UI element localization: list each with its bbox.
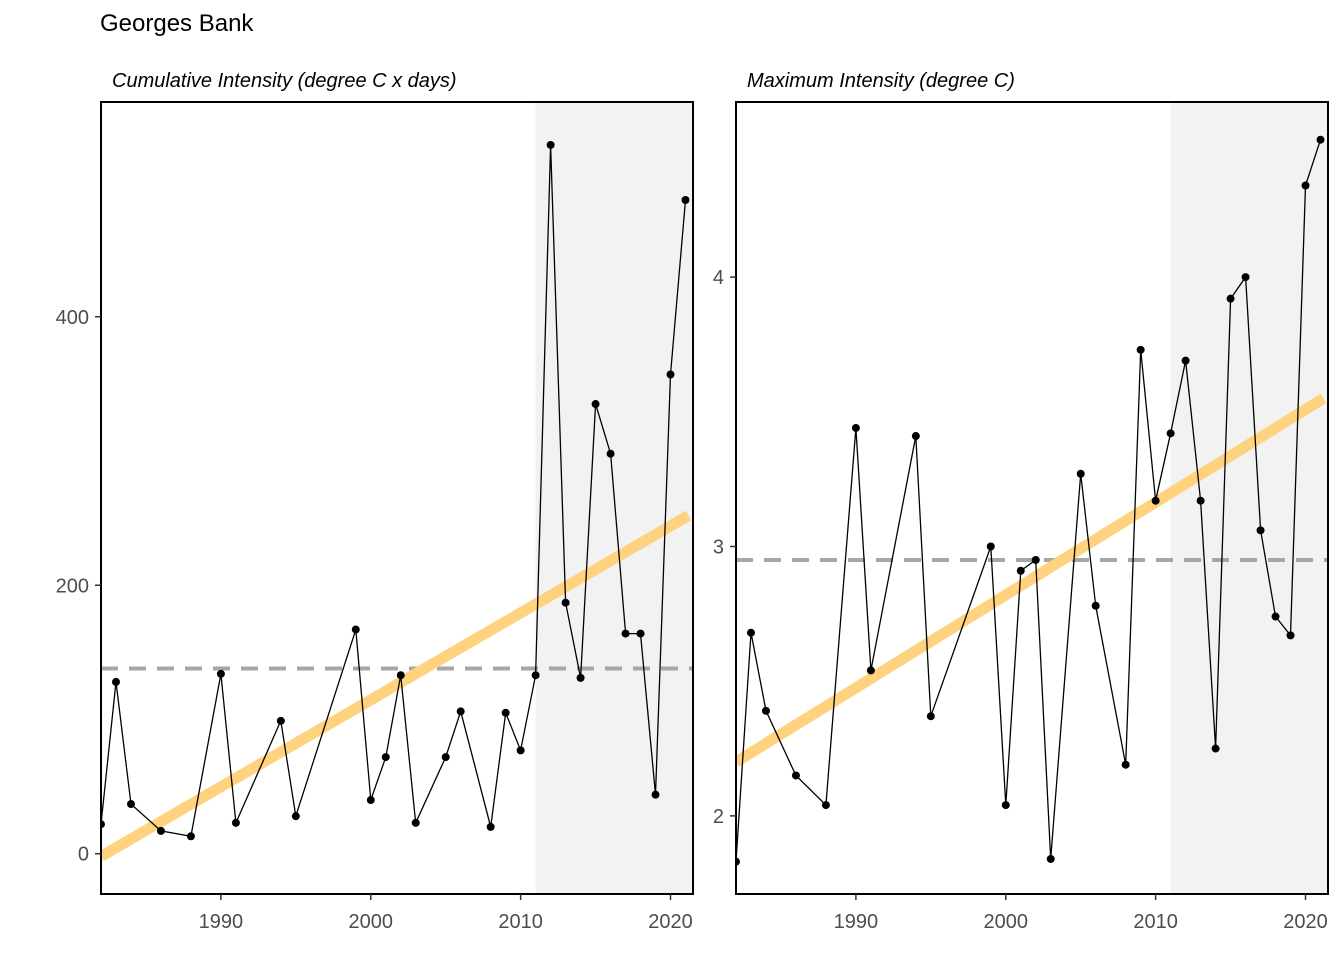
data-point — [1001, 801, 1010, 810]
data-point — [1166, 429, 1175, 438]
data-point — [606, 449, 615, 458]
plot-area — [736, 102, 1328, 894]
data-point — [1316, 135, 1325, 144]
y-tick-label: 3 — [713, 536, 724, 558]
data-point — [501, 708, 510, 717]
data-point — [681, 195, 690, 204]
data-point — [381, 753, 390, 762]
figure-title: Georges Bank — [100, 10, 254, 37]
data-point — [1046, 854, 1055, 863]
data-point — [231, 818, 240, 827]
data-point — [986, 542, 995, 551]
data-point — [546, 140, 555, 149]
data-point — [396, 671, 405, 680]
data-point — [486, 822, 495, 831]
data-point — [1211, 744, 1220, 753]
data-point — [1016, 566, 1025, 575]
data-point — [411, 818, 420, 827]
data-point — [1286, 631, 1295, 640]
x-tick-label: 1990 — [834, 911, 879, 933]
x-tick-label: 2000 — [984, 911, 1029, 933]
data-point — [111, 677, 120, 686]
x-tick-label: 2000 — [349, 911, 394, 933]
data-point — [1196, 496, 1205, 505]
data-point — [1136, 345, 1145, 354]
data-point — [366, 796, 375, 805]
data-point — [126, 800, 135, 809]
data-point — [911, 432, 920, 441]
panel-title-cumulative-intensity: Cumulative Intensity (degree C x days) — [112, 70, 457, 92]
panel-border — [735, 101, 1329, 895]
data-point — [516, 746, 525, 755]
panel-border — [100, 101, 694, 895]
data-point — [456, 707, 465, 716]
data-point — [531, 671, 540, 680]
data-point — [1121, 760, 1130, 769]
data-point — [216, 669, 225, 678]
data-point — [1151, 496, 1160, 505]
data-point — [866, 666, 875, 675]
panel-cumulative-intensity: Cumulative Intensity (degree C x days) 1… — [56, 70, 694, 933]
panel-title-maximum-intensity: Maximum Intensity (degree C) — [747, 70, 1015, 92]
data-point — [926, 712, 935, 721]
data-point — [651, 790, 660, 799]
data-point — [791, 771, 800, 780]
data-point — [276, 716, 285, 725]
series-line — [736, 139, 1322, 862]
y-tick-label: 400 — [56, 307, 89, 329]
y-tick-label: 200 — [56, 575, 89, 597]
trend-line — [101, 510, 692, 862]
data-point — [156, 826, 165, 835]
data-point — [821, 801, 830, 810]
data-point — [591, 400, 600, 409]
data-point — [441, 753, 450, 762]
data-point — [1076, 469, 1085, 478]
shaded-region — [1170, 102, 1328, 894]
y-tick-label: 2 — [713, 806, 724, 828]
data-point — [351, 625, 360, 634]
data-point — [1091, 601, 1100, 610]
data-point — [291, 812, 300, 821]
data-point — [851, 423, 860, 432]
data-point — [1181, 356, 1190, 365]
x-tick-label: 2020 — [1283, 911, 1328, 933]
data-point — [1271, 612, 1280, 621]
data-point — [576, 673, 585, 682]
data-point — [1301, 181, 1310, 190]
data-point — [761, 706, 770, 715]
y-tick-label: 4 — [713, 267, 724, 289]
x-tick-label: 2010 — [498, 911, 543, 933]
data-point — [666, 370, 675, 379]
y-tick-label: 0 — [78, 844, 89, 866]
data-point — [561, 598, 570, 607]
data-point — [1226, 294, 1235, 303]
x-tick-label: 1990 — [199, 911, 244, 933]
data-point — [621, 629, 630, 638]
data-point — [1031, 555, 1040, 564]
x-tick-label: 2020 — [648, 911, 693, 933]
series-line — [101, 144, 687, 838]
data-point — [1256, 526, 1265, 535]
plot-area — [101, 102, 693, 894]
panel-maximum-intensity: Maximum Intensity (degree C) 1990 2000 201… — [713, 70, 1329, 933]
data-point — [746, 628, 755, 637]
x-tick-label: 2010 — [1133, 911, 1178, 933]
data-point — [1241, 273, 1250, 282]
data-point — [186, 832, 195, 841]
data-point — [636, 629, 645, 638]
